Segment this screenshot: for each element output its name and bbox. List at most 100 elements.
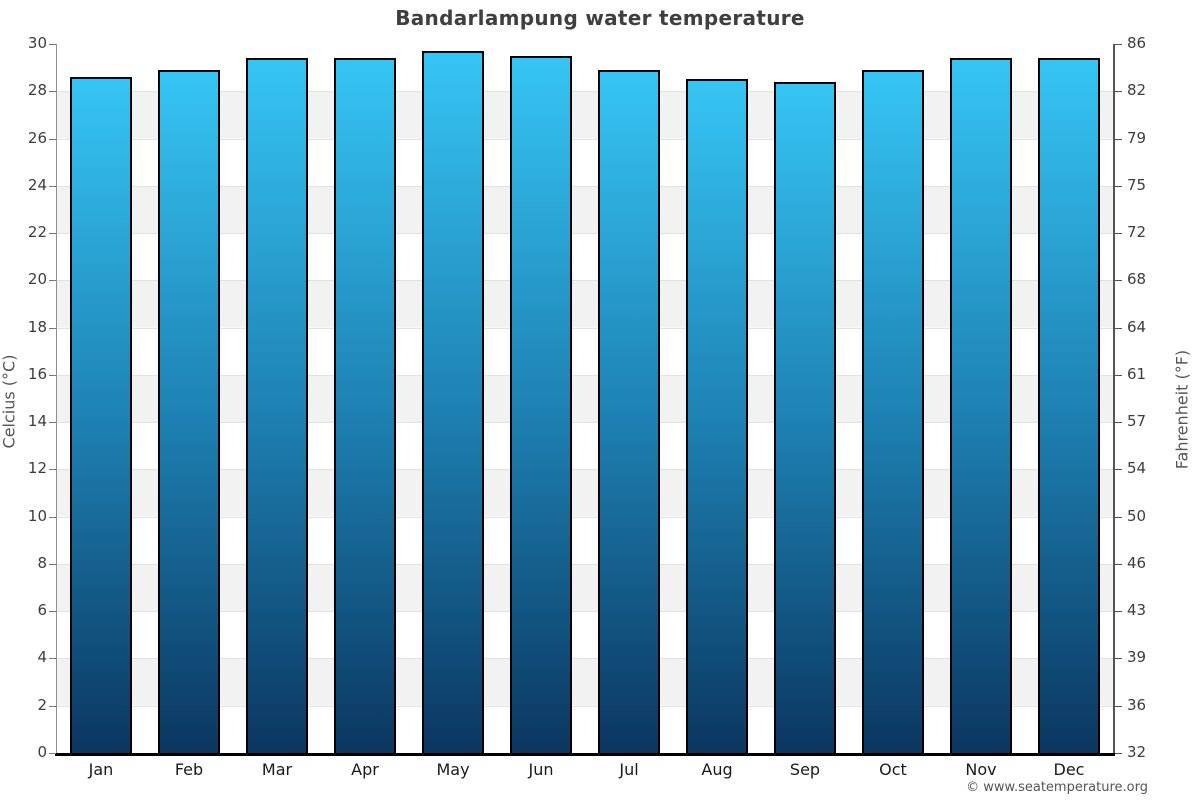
y-tick-label-fahrenheit-32: 32 <box>1127 743 1147 761</box>
y-tick-label-fahrenheit-57: 57 <box>1127 412 1147 431</box>
tick-right-75 <box>1115 185 1122 187</box>
y-tick-label-fahrenheit-82: 82 <box>1127 81 1147 100</box>
bar-slot-feb <box>145 44 233 753</box>
x-axis-label-oct: Oct <box>879 760 907 779</box>
y-axis-line-left <box>56 44 57 753</box>
y-tick-label-celsius-4: 4 <box>37 648 47 667</box>
tick-left-24 <box>49 185 56 187</box>
tick-left-20 <box>49 280 56 282</box>
bar-nov <box>950 58 1012 753</box>
bar-jul <box>598 70 660 753</box>
y-tick-label-celsius-20: 20 <box>27 270 47 289</box>
bar-slot-oct <box>849 44 937 753</box>
tick-left-14 <box>49 422 56 424</box>
x-axis-label-sep: Sep <box>789 760 821 779</box>
bar-slot-sep <box>761 44 849 753</box>
x-axis-label-jun: Jun <box>528 760 554 779</box>
y-tick-label-celsius-16: 16 <box>27 364 47 383</box>
bar-apr <box>334 58 396 753</box>
gridline-2c <box>57 705 1113 707</box>
y-tick-label-fahrenheit-68: 68 <box>1127 270 1147 289</box>
bar-slot-dec <box>1025 44 1113 753</box>
tick-right-68 <box>1115 280 1122 282</box>
tick-left-6 <box>49 611 56 613</box>
x-axis-label-nov: Nov <box>965 760 997 779</box>
bar-slot-jun <box>497 44 585 753</box>
tick-right-50 <box>1115 516 1122 518</box>
y-tick-label-celsius-8: 8 <box>37 553 47 572</box>
bar-dec <box>1038 58 1100 753</box>
bar-slot-nov <box>937 44 1025 753</box>
y-tick-label-fahrenheit-50: 50 <box>1127 506 1147 525</box>
tick-left-22 <box>49 233 56 235</box>
tick-right-72 <box>1115 233 1122 235</box>
tick-right-32 <box>1115 753 1122 754</box>
gridline-10c <box>57 516 1113 518</box>
gridline-14c <box>57 422 1113 424</box>
y-tick-label-fahrenheit-36: 36 <box>1127 695 1147 714</box>
y-tick-label-celsius-18: 18 <box>27 317 47 336</box>
gridline-26c <box>57 138 1113 140</box>
gridline-16c <box>57 374 1113 376</box>
x-axis-label-jan: Jan <box>88 760 114 779</box>
gridline-22c <box>57 233 1113 235</box>
tick-left-4 <box>49 658 56 660</box>
tick-right-57 <box>1115 422 1122 424</box>
tick-left-2 <box>49 705 56 707</box>
tick-left-8 <box>49 563 56 565</box>
tick-left-18 <box>49 327 56 329</box>
gridline-6c <box>57 611 1113 613</box>
tick-right-39 <box>1115 658 1122 660</box>
y-tick-label-celsius-2: 2 <box>37 695 47 714</box>
y-tick-label-celsius-14: 14 <box>27 412 47 431</box>
y-tick-label-fahrenheit-79: 79 <box>1127 128 1147 147</box>
tick-right-82 <box>1115 91 1122 93</box>
bar-mar <box>246 58 308 753</box>
x-axis-label-mar: Mar <box>261 760 293 779</box>
chart-title: Bandarlampung water temperature <box>395 6 805 30</box>
bar-jun <box>510 55 572 753</box>
x-axis-labels: Jan Feb Mar Apr May Jun Jul Aug Sep Oct Nov Dec <box>57 760 1113 779</box>
tick-right-86 <box>1115 44 1122 45</box>
tick-left-30 <box>49 44 56 45</box>
tick-left-10 <box>49 516 56 518</box>
y-tick-label-fahrenheit-64: 64 <box>1127 317 1147 336</box>
y-axis-title-fahrenheit: Fahrenheit (°F) <box>1172 349 1192 470</box>
tick-right-61 <box>1115 374 1122 376</box>
tick-left-0 <box>49 753 56 754</box>
x-axis-label-feb: Feb <box>174 760 204 779</box>
y-axis-title-celsius: Celcius (°C) <box>0 354 19 449</box>
gridline-8c <box>57 563 1113 565</box>
tick-right-36 <box>1115 705 1122 707</box>
tick-left-28 <box>49 91 56 93</box>
bar-jan <box>70 77 132 753</box>
bar-sep <box>774 81 836 753</box>
x-axis-label-may: May <box>436 760 470 779</box>
y-tick-label-fahrenheit-54: 54 <box>1127 459 1147 478</box>
tick-right-64 <box>1115 327 1122 329</box>
y-tick-label-fahrenheit-61: 61 <box>1127 364 1147 383</box>
bar-slot-jul <box>585 44 673 753</box>
tick-right-79 <box>1115 138 1122 140</box>
y-tick-label-celsius-12: 12 <box>27 459 47 478</box>
bar-slot-mar <box>233 44 321 753</box>
y-tick-label-fahrenheit-46: 46 <box>1127 553 1147 572</box>
y-tick-label-fahrenheit-39: 39 <box>1127 648 1147 667</box>
tick-right-46 <box>1115 563 1122 565</box>
bars-container <box>57 44 1113 753</box>
gridline-18c <box>57 327 1113 329</box>
tick-left-12 <box>49 469 56 471</box>
x-axis-label-jul: Jul <box>619 760 639 779</box>
bar-oct <box>862 70 924 753</box>
tick-right-54 <box>1115 469 1122 471</box>
x-axis-label-dec: Dec <box>1053 760 1085 779</box>
y-tick-label-celsius-26: 26 <box>27 128 47 147</box>
tick-right-43 <box>1115 611 1122 613</box>
gridline-28c <box>57 91 1113 93</box>
tick-left-26 <box>49 138 56 140</box>
bar-feb <box>158 70 220 753</box>
x-axis-line <box>55 753 1115 756</box>
y-tick-label-celsius-6: 6 <box>37 601 47 620</box>
y-tick-label-celsius-28: 28 <box>27 81 47 100</box>
y-tick-label-celsius-0: 0 <box>37 743 47 761</box>
